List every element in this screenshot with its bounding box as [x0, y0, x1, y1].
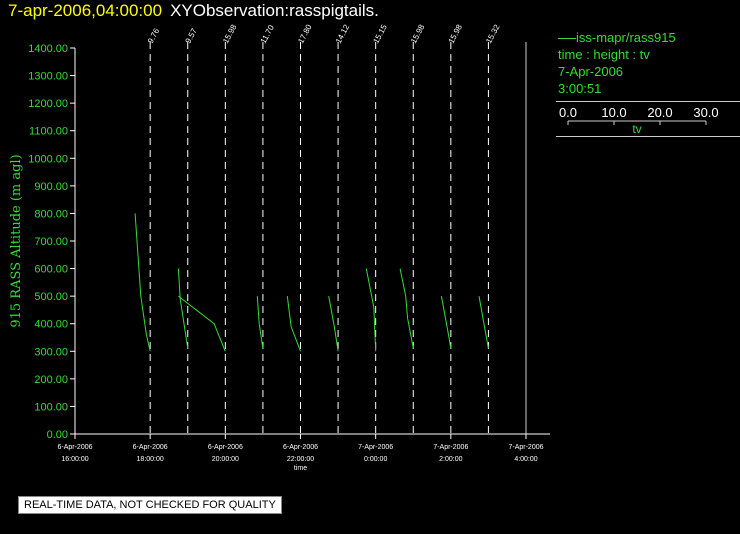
y-tick-label: 900.00 [34, 181, 68, 193]
x-tick-date: 6-Apr-2006 [208, 444, 243, 451]
tv-axis-label: tv [632, 122, 641, 136]
tv-tick-2: 20.0 [647, 105, 672, 120]
y-tick-label: 1000.00 [28, 153, 68, 165]
profile-trace [256, 296, 264, 349]
x-tick-date: 7-Apr-2006 [433, 444, 468, 451]
profile-trace [328, 296, 339, 352]
x-tick-date: 7-Apr-2006 [358, 444, 393, 451]
profile-trace [286, 296, 301, 352]
tv-tick-1: 10.0 [601, 105, 626, 120]
y-tick-label: 1400.00 [28, 43, 68, 55]
y-tick-label: 500.00 [34, 291, 68, 303]
profile-trace [478, 296, 489, 349]
y-tick-label: 1200.00 [28, 98, 68, 110]
y-tick-label: 400.00 [34, 319, 68, 331]
x-tick-date: 6-Apr-2006 [283, 444, 318, 451]
reference-line-label: 15.15 [371, 23, 389, 45]
profile-trace [440, 296, 452, 349]
reference-line-label: 15.98 [447, 23, 465, 45]
y-tick-label: 200.00 [34, 374, 68, 386]
x-tick-date: 7-Apr-2006 [508, 444, 543, 451]
reference-line-label: 15.32 [484, 23, 502, 45]
legend-divider-bottom [556, 136, 740, 137]
profile-trace [178, 295, 226, 352]
legend-panel: iss-mapr/rass915 time : height : tv 7-Ap… [556, 29, 740, 137]
y-tick-label: 800.00 [34, 208, 68, 220]
legend-series: iss-mapr/rass915 [556, 29, 740, 46]
profile-trace [365, 268, 377, 352]
y-tick-label: 100.00 [34, 401, 68, 413]
x-axis-label: time [294, 465, 307, 472]
x-tick-time: 18:00:00 [137, 456, 164, 463]
x-tick-time: 22:00:00 [287, 456, 314, 463]
reference-line-label: 15.98 [409, 23, 427, 45]
reference-line-label: 15.98 [221, 23, 239, 45]
tv-tick-0: 0.0 [559, 105, 577, 120]
y-tick-label: 1300.00 [28, 71, 68, 83]
reference-line-label: 14.12 [334, 23, 352, 45]
legend-divider-top [556, 101, 740, 102]
tv-tick-3: 30.0 [693, 105, 718, 120]
y-tick-label: 700.00 [34, 236, 68, 248]
reference-line-label: 11.70 [259, 23, 276, 45]
reference-line-label: 9.76 [146, 26, 162, 44]
y-tick-label: 0.00 [47, 429, 68, 441]
x-tick-date: 6-Apr-2006 [57, 444, 92, 451]
y-tick-label: 1100.00 [29, 126, 68, 138]
legend-time: 3:00:51 [558, 81, 602, 96]
legend-date: 7-Apr-2006 [558, 64, 624, 79]
title-timestamp: 7-apr-2006,04:00:00 [8, 1, 163, 20]
profile-trace [399, 268, 414, 349]
x-tick-time: 16:00:00 [61, 456, 88, 463]
profile-trace [177, 268, 189, 349]
reference-line-label: 17.80 [296, 23, 314, 45]
x-tick-time: 2:00:00 [439, 456, 462, 463]
reference-line-label: 9.57 [184, 26, 200, 44]
legend-series-label: iss-mapr/rass915 [576, 30, 676, 45]
y-tick-label: 300.00 [34, 346, 68, 358]
x-tick-time: 0:00:00 [364, 456, 387, 463]
title-observation: XYObservation:rasspigtails. [170, 1, 379, 20]
y-axis-label: 915 RASS Altitude (m agl) [9, 154, 24, 327]
quality-notice: REAL-TIME DATA, NOT CHECKED FOR QUALITY [18, 496, 282, 514]
profile-trace [134, 213, 151, 352]
plot-title: 7-apr-2006,04:00:00 XYObservation:rasspig… [8, 1, 379, 21]
legend-axes: time : height : tv [558, 47, 650, 62]
x-tick-date: 6-Apr-2006 [133, 444, 168, 451]
legend-series-swatch [558, 38, 576, 40]
tv-scale: 0.0 10.0 20.0 30.0 tv [559, 105, 719, 136]
x-tick-time: 4:00:00 [514, 456, 537, 463]
x-tick-time: 20:00:00 [212, 456, 239, 463]
y-tick-label: 600.00 [34, 264, 68, 276]
